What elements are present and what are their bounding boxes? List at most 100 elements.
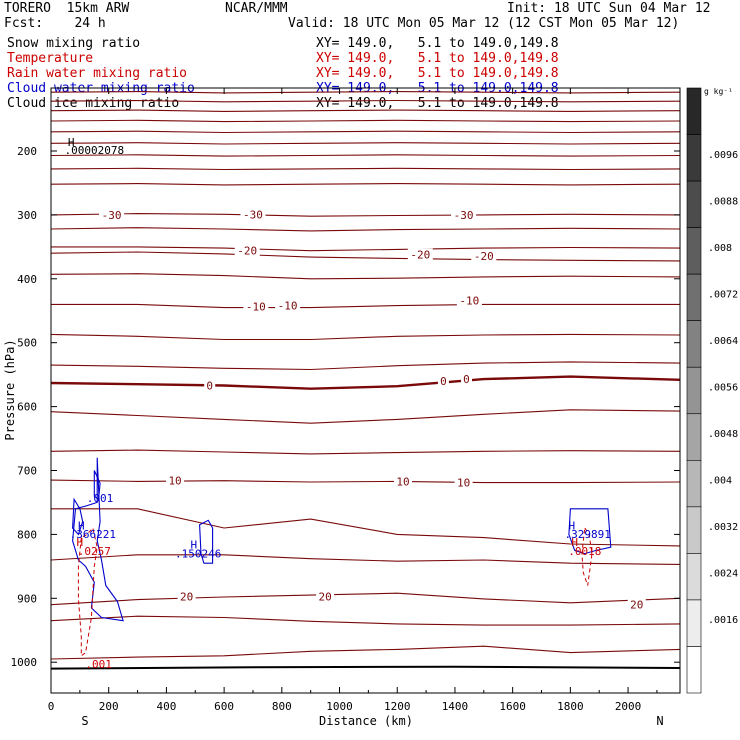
contour-label-bg-3 [234,244,260,257]
maximum-label-1: .00002078 [64,144,124,157]
x-tick-label-7: 1400 [442,700,469,713]
field-xy-cloud-ice: XY= 149.0, 5.1 to 149.0,149.8 [316,96,559,111]
temperature-contour-label-8: -10 [459,295,479,308]
center-title: NCAR/MMM [225,1,288,16]
contour-label-bg-7 [275,299,301,312]
cloud-water-contour-4 [568,508,612,555]
maximum-label-9: H [568,519,575,532]
temperature-contour-label-12: 10 [168,475,181,488]
temperature-contour-15 [50,333,681,341]
temperature-contour-16 [50,361,681,371]
colorbar-tick-label-2: .008 [708,243,732,254]
colorbar-tick-label-7: .004 [708,476,732,487]
y-tick-label-6: 800 [17,528,37,541]
maximum-label-12: .0018 [568,545,601,558]
colorbar-segment-12 [686,646,702,694]
colorbar-segment-6 [686,366,702,415]
temperature-contour-label-0: -30 [102,209,122,222]
field-name-cloud-ice: Cloud ice mixing ratio [7,96,180,111]
cloud-water-contour-2 [93,470,101,501]
x-tick-label-8: 1600 [499,700,526,713]
contour-label-bg-8 [456,294,482,307]
maximum-label-0: H [68,136,75,149]
temperature-contour-9 [50,213,681,217]
contour-label-bg-11 [460,373,472,386]
maximum-label-5: H [77,536,84,549]
temperature-contour-label-7: -10 [278,300,298,313]
colorbar-segment-10 [686,553,702,601]
temperature-contour-label-5: -20 [474,250,494,263]
field-name-rain: Rain water mixing ratio [7,66,188,81]
temperature-contour-label-6: -10 [246,300,266,313]
y-tick-label-4: 600 [17,401,37,414]
temperature-contour-24 [50,615,681,626]
contour-label-bg-5 [471,249,497,262]
valid-time: Valid: 18 UTC Mon 05 Mar 12 (12 CST Mon … [288,16,680,31]
x-tick-label-9: 1800 [557,700,584,713]
init-time: Init: 18 UTC Sun 04 Mar 12 [507,1,711,16]
colorbar-segment-4 [686,273,702,321]
temperature-contour-10 [50,227,681,232]
temperature-contour-4 [50,130,681,134]
maximum-label-6: .0257 [78,545,111,558]
temperature-contour-14 [51,303,680,309]
temperature-contour-label-9: 0 [206,380,213,393]
temperature-contour-label-17: 20 [630,599,643,612]
colorbar-tick-label-4: .0064 [708,336,738,347]
temperature-contour-7 [50,167,681,171]
field-xy-snow: XY= 149.0, 5.1 to 149.0,149.8 [316,36,559,51]
colorbar-segment-2 [686,180,702,228]
x-tick-label-1: 200 [99,700,119,713]
contour-label-bg-14 [454,476,473,489]
plot-frame [50,87,681,694]
y-tick-label-3: 500 [17,337,37,350]
y-axis-label: Pressure (hPa) [3,339,17,440]
colorbar-segment-7 [686,413,702,461]
maximum-label-8: .150246 [175,547,221,560]
contour-label-bg-12 [166,474,185,487]
rain-water-contour-0 [77,526,98,657]
field-name-snow: Snow mixing ratio [7,36,141,51]
colorbar-tick-label-1: .0088 [708,196,738,207]
x-tick-label-4: 800 [272,700,292,713]
colorbar-tick-label-9: .0024 [708,569,738,580]
temperature-contour-6 [50,154,681,157]
x-tick-label-10: 2000 [615,700,642,713]
maximum-label-10: .329891 [564,528,610,541]
temperature-contour-25 [50,645,681,660]
temperature-contour-20 [50,479,681,484]
temperature-contour-label-15: 20 [180,590,193,603]
temperature-contour-18 [50,409,681,424]
temperature-contour-label-16: 20 [318,590,331,603]
field-name-temperature: Temperature [7,51,94,66]
temperature-contour-label-14: 10 [457,477,470,490]
temperature-contour-2 [50,109,681,112]
colorbar-segment-0 [686,87,702,135]
x-tick-label-3: 600 [214,700,234,713]
cloud-water-contour-1 [72,497,84,536]
temperature-contour-22 [50,554,681,565]
contour-label-bg-9 [204,379,216,392]
contour-label-bg-1 [240,208,266,221]
colorbar-segment-3 [686,227,702,275]
contour-label-bg-0 [99,208,125,221]
temperature-contour-5 [50,142,681,145]
x-tick-label-2: 400 [156,700,176,713]
x-tick-label-0: 0 [48,700,55,713]
temperature-contour-1 [50,99,681,103]
x-endpoint-left: S [81,714,88,728]
maximum-label-11: H [571,536,578,549]
temperature-contour-12 [50,251,681,262]
maximum-label-3: H [78,519,85,532]
maximum-label-13: .001 [85,658,112,671]
contour-label-bg-13 [394,475,413,488]
temperature-contour-label-10: 0 [440,375,447,388]
contour-label-bg-16 [316,590,335,603]
field-xy-temperature: XY= 149.0, 5.1 to 149.0,149.8 [316,51,559,66]
colorbar-tick-label-5: .0056 [708,383,738,394]
temperature-contour-label-11: 0 [463,373,470,386]
temperature-contour-0 [50,91,681,94]
contour-label-bg-15 [177,590,196,603]
model-title: TORERO 15km ARW [4,1,130,16]
